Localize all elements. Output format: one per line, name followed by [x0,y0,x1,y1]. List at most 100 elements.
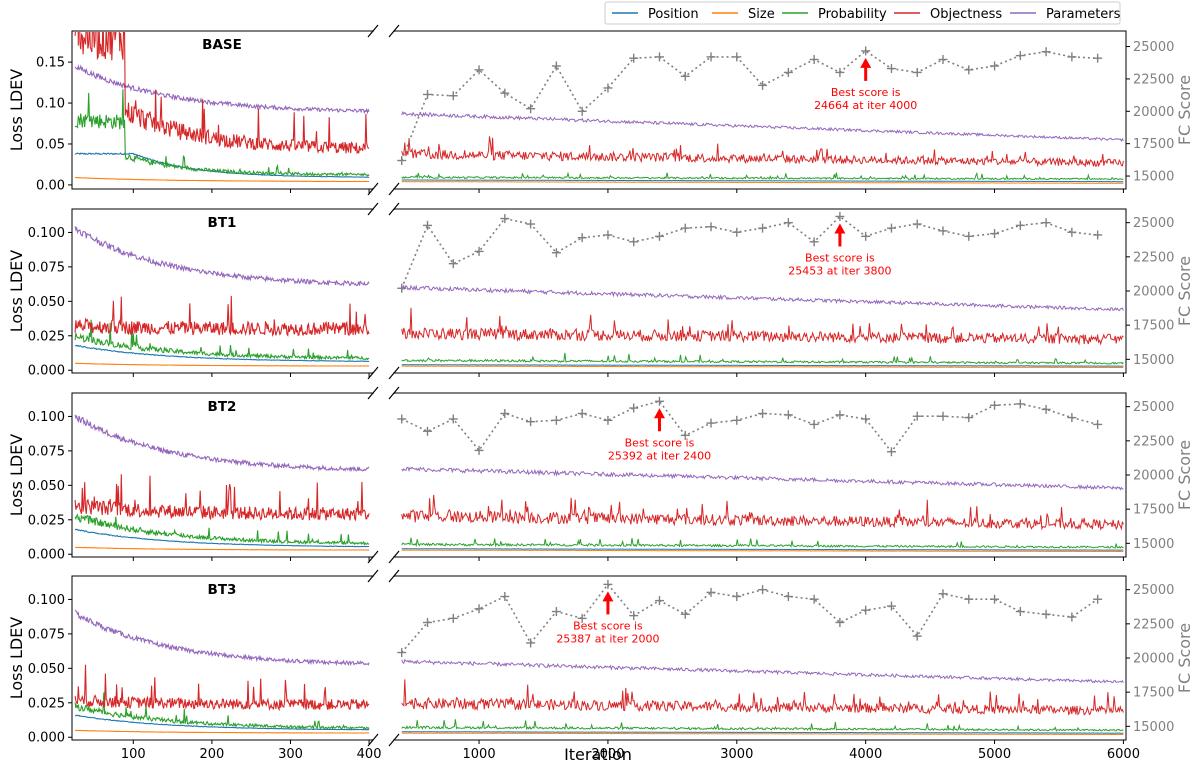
axis-break-mark [367,733,379,747]
fc-score-marker [1093,594,1103,604]
fc-score-marker [629,611,639,621]
fc-score-marker [397,648,407,658]
loss-line-right-parameters [401,658,1124,684]
fc-score-marker [500,409,510,418]
fc-score-marker [474,445,484,455]
right-axes-frame [393,575,1127,741]
fc-score-line [401,583,1099,654]
loss-line-left-size [74,176,370,183]
left-y-tick-label: 0.000 [28,548,65,563]
fc-score-marker [500,592,510,601]
fc-score-marker [577,106,587,116]
legend-label-probability: Probability [818,7,887,22]
fc-score-marker [809,237,819,247]
loss-line-left-probability [74,513,370,546]
fc-score-marker [706,222,716,232]
right-y-tick-label: 22500 [1133,250,1174,265]
x-tick-label: 1000 [463,747,496,762]
fc-score-marker [964,65,974,75]
left-y-tick-label: 0.000 [28,364,65,379]
right-y-tick-label: 17500 [1133,503,1174,518]
fc-score-marker [526,417,536,427]
fc-score-series [397,46,1103,166]
y-axis-label-right: FC Score [1175,440,1194,510]
right-y-tick-label: 22500 [1133,617,1174,632]
fc-score-marker [835,410,845,420]
loss-line-left-parameters [74,64,370,115]
fc-score-marker [680,609,690,619]
left-y-tick-label: 0.075 [28,627,65,642]
fc-score-marker [474,604,484,614]
left-y-tick-label: 0.05 [36,137,65,152]
loss-line-right-position [401,179,1124,183]
x-tick-label: 100 [121,747,146,762]
loss-line-left-position [75,714,370,731]
fc-score-marker [1093,53,1103,63]
fc-score-marker [500,88,510,98]
fc-score-marker [861,605,871,615]
fc-score-marker [1015,399,1025,409]
axis-break-mark [367,366,379,380]
best-arrow-head [653,408,665,419]
right-y-tick-label: 15000 [1133,353,1174,368]
axis-break-mark [367,202,379,216]
loss-line-left-probability [74,692,370,730]
axis-break-mark [367,550,379,564]
best-score-text-line2: 25387 at iter 2000 [556,632,659,645]
left-y-tick-label: 0.075 [28,260,65,275]
x-tick-label: 200 [199,747,224,762]
fc-score-marker [990,400,1000,410]
y-axis-label-right: FC Score [1175,75,1194,145]
fc-score-marker [835,211,845,221]
fc-score-series [397,579,1103,658]
loss-line-left-probability [74,319,370,361]
fc-score-marker [938,54,948,64]
right-y-tick-label: 20000 [1133,652,1174,667]
best-arrow-head [834,223,846,234]
right-y-tick-label: 25000 [1133,40,1174,55]
fc-score-series [397,211,1103,293]
legend-entry-objectness: Objectness [894,7,1002,22]
fc-score-marker [423,220,433,230]
best-score-text-line1: Best score is [625,436,695,449]
loss-line-left-size [75,362,370,367]
right-y-tick-label: 20000 [1133,469,1174,484]
left-y-tick-label: 0.025 [28,696,65,711]
fc-score-marker [1041,218,1051,228]
loss-line-left-parameters [74,609,370,667]
left-y-tick-label: 0.075 [28,444,65,459]
right-loss-series [401,466,1124,553]
x-tick-label: 400 [357,747,382,762]
left-loss-series [74,609,370,734]
left-axes-frame [71,30,374,190]
fc-score-marker [1067,612,1077,622]
fc-score-marker [886,64,896,74]
best-score-text-line2: 25453 at iter 3800 [788,264,891,277]
axis-break-mark [388,202,400,216]
fc-score-marker [758,585,768,595]
left-y-tick-label: 0.050 [28,662,65,677]
loss-line-left-size [74,546,370,551]
best-score-text-line1: Best score is [573,619,643,632]
fc-score-marker [758,223,768,233]
right-y-tick-label: 22500 [1133,434,1174,449]
fc-score-marker [964,231,974,241]
left-axes-frame [71,392,374,558]
right-y-tick-label: 25000 [1133,583,1174,598]
fc-score-marker [912,67,922,77]
y-axis-label-left: Loss LDEV [7,250,26,333]
right-loss-series [401,110,1124,184]
fc-score-marker [603,230,613,240]
loss-line-left-size [75,729,370,734]
best-arrow-head [860,57,872,68]
right-y-tick-label: 25000 [1133,216,1174,231]
left-loss-series [74,226,370,367]
fc-score-marker [912,219,922,229]
fc-score-marker [526,104,536,114]
fc-score-marker [886,447,896,457]
loss-line-right-probability [401,719,1124,732]
fc-score-marker [577,613,587,623]
left-y-tick-label: 0.050 [28,295,65,310]
loss-line-right-size [401,549,1124,553]
